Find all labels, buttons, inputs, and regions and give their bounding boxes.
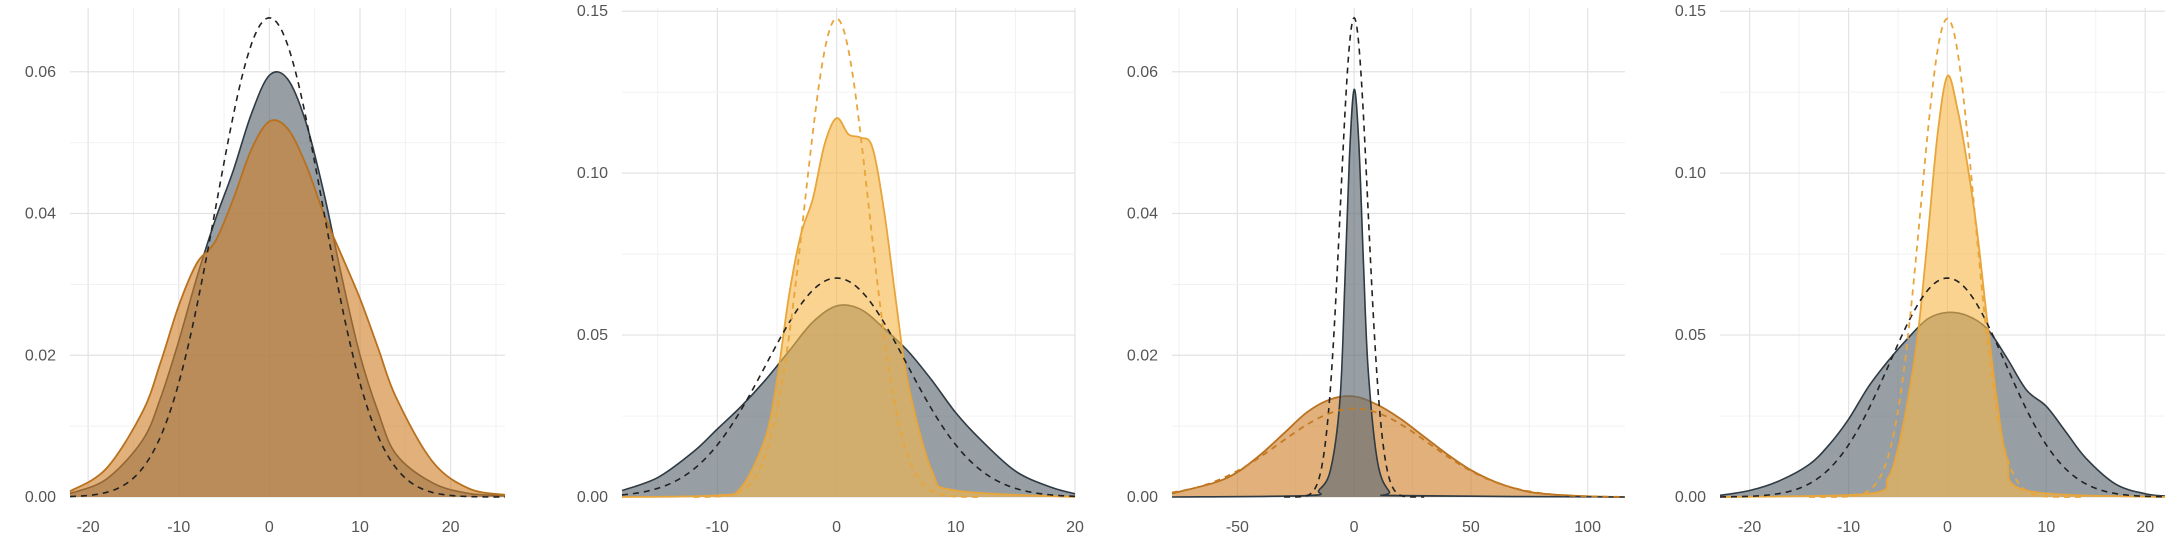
x-tick-label: -20 [1738, 519, 1761, 536]
normal-reference-curve [693, 17, 980, 498]
y-tick-label: 0.15 [577, 3, 608, 20]
axis-labels: 0.00 0.05 0.10 0.15 -20 -10 0 10 20 [1675, 3, 2154, 536]
y-tick-label: 0.00 [1675, 489, 1706, 506]
density-chart-3: 0.00 0.02 0.04 0.06 -50 0 50 100 [1127, 8, 1626, 536]
density-chart-4: 0.00 0.05 0.10 0.15 -20 -10 0 10 20 [1675, 3, 2166, 536]
density-panel-1: 0.00 0.02 0.04 0.06 -20 -10 0 10 20 [0, 0, 540, 554]
series-group [1171, 16, 1626, 498]
axis-labels: 0.00 0.05 0.10 0.15 -10 0 10 20 [577, 3, 1084, 536]
density-panel-3: 0.00 0.02 0.04 0.06 -50 0 50 100 [1100, 0, 1640, 554]
x-tick-label: 0 [1350, 519, 1359, 536]
x-tick-label: 20 [442, 519, 460, 536]
x-tick-label: -10 [706, 519, 729, 536]
x-tick-label: -10 [1837, 519, 1860, 536]
y-tick-label: 0.05 [577, 327, 608, 344]
y-tick-label: 0.06 [25, 64, 56, 81]
density-area-orange [1172, 396, 1625, 497]
density-area-orange [70, 120, 505, 497]
x-tick-label: 20 [2136, 519, 2154, 536]
normal-reference-curve [69, 17, 506, 498]
series-group [1719, 17, 2166, 498]
y-tick-label: 0.02 [1127, 347, 1158, 364]
density-chart-2: 0.00 0.05 0.10 0.15 -10 0 10 20 [577, 3, 1084, 536]
y-tick-label: 0.02 [25, 347, 56, 364]
density-panel-2: 0.00 0.05 0.10 0.15 -10 0 10 20 [550, 0, 1090, 554]
y-tick-label: 0.00 [1127, 489, 1158, 506]
density-area-yellow [1720, 75, 2165, 498]
normal-reference-curve [621, 277, 1076, 498]
x-tick-label: 0 [832, 519, 841, 536]
x-tick-label: -50 [1226, 519, 1249, 536]
y-tick-label: 0.04 [25, 206, 56, 223]
x-tick-label: 0 [265, 519, 274, 536]
axis-labels: 0.00 0.02 0.04 0.06 -20 -10 0 10 20 [25, 64, 460, 536]
x-tick-label: 100 [1574, 519, 1601, 536]
density-line-yellow [1719, 74, 2166, 498]
normal-reference-curve [1171, 407, 1626, 498]
series-group [621, 17, 1076, 498]
y-tick-label: 0.10 [1675, 165, 1706, 182]
x-tick-label: 10 [947, 519, 965, 536]
density-area-yellow [622, 117, 1075, 497]
density-line-orange [69, 119, 506, 496]
y-tick-label: 0.15 [1675, 3, 1706, 20]
y-tick-label: 0.00 [577, 489, 608, 506]
x-tick-label: 10 [2037, 519, 2055, 536]
x-tick-label: -20 [77, 519, 100, 536]
normal-reference-curve [1284, 16, 1425, 498]
density-chart-1: 0.00 0.02 0.04 0.06 -20 -10 0 10 20 [25, 8, 506, 536]
x-tick-label: 50 [1462, 519, 1480, 536]
axis-labels: 0.00 0.02 0.04 0.06 -50 0 50 100 [1127, 64, 1601, 536]
normal-reference-curve [1809, 17, 2086, 498]
y-tick-label: 0.00 [25, 489, 56, 506]
x-tick-label: -10 [167, 519, 190, 536]
density-panel-4: 0.00 0.05 0.10 0.15 -20 -10 0 10 20 [1650, 0, 2178, 554]
y-tick-label: 0.05 [1675, 327, 1706, 344]
y-tick-label: 0.06 [1127, 64, 1158, 81]
y-tick-label: 0.10 [577, 165, 608, 182]
x-tick-label: 10 [351, 519, 369, 536]
series-group [69, 17, 506, 498]
x-tick-label: 0 [1943, 519, 1952, 536]
density-line-yellow [621, 117, 1076, 498]
density-line-gray [1171, 88, 1626, 498]
y-tick-label: 0.04 [1127, 206, 1158, 223]
x-tick-label: 20 [1066, 519, 1084, 536]
